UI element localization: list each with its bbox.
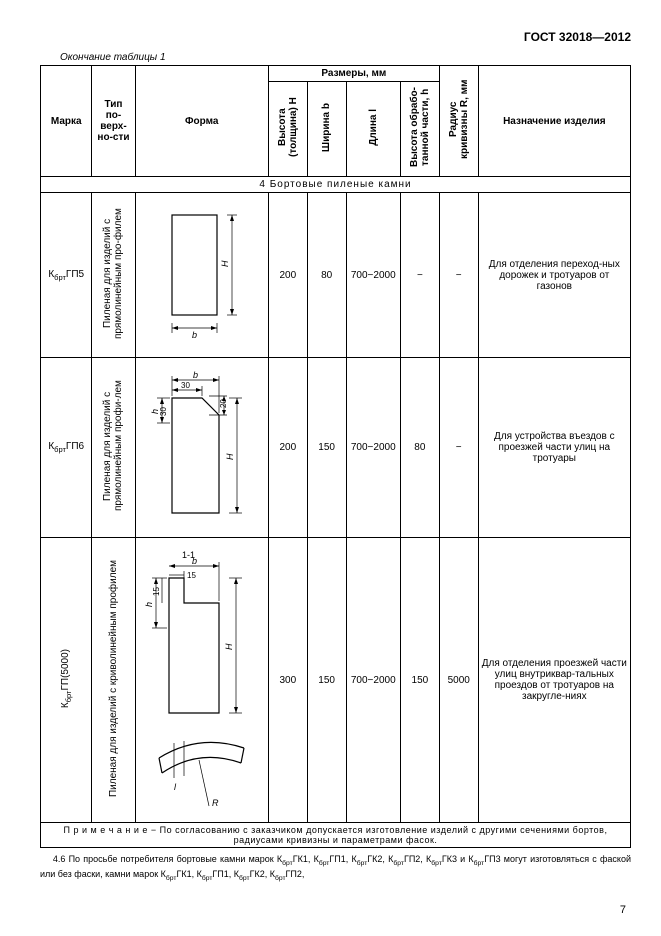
form-diagram: 1-1 b 15 xyxy=(135,538,268,823)
svg-text:15: 15 xyxy=(152,586,161,595)
col-forma: Форма xyxy=(185,116,218,127)
svg-text:20: 20 xyxy=(219,398,228,407)
worked-val: 150 xyxy=(400,538,439,823)
table-caption: Окончание таблицы 1 xyxy=(40,52,631,63)
section-row: 4 Бортовые пиленые камни xyxy=(41,177,631,193)
svg-text:H: H xyxy=(225,453,235,460)
section-title: 4 Бортовые пиленые камни xyxy=(41,177,631,193)
radius-val: 5000 xyxy=(439,538,478,823)
col-height: Высота (толщина) H xyxy=(277,85,299,170)
table-row: КбртГП6 Пиленая для изделий с прямолиней… xyxy=(41,358,631,538)
form-diagram: H b xyxy=(135,193,268,358)
purpose-val: Для отделения проезжей части улиц внутри… xyxy=(478,538,630,823)
header-row-1: Марка Тип по-верх-но-сти Форма Размеры, … xyxy=(41,66,631,82)
svg-text:b: b xyxy=(192,330,197,340)
col-radius: Радиус кривизны R, мм xyxy=(448,77,470,162)
form-diagram: b 30 20 xyxy=(135,358,268,538)
page-number: 7 xyxy=(620,904,626,916)
col-worked: Высота обрабо-танной части, h xyxy=(409,85,431,170)
purpose-val: Для отделения переход-ных дорожек и трот… xyxy=(478,193,630,358)
col-marka: Марка xyxy=(51,116,82,127)
svg-text:30: 30 xyxy=(181,381,190,390)
svg-text:H: H xyxy=(220,260,230,267)
worked-val: − xyxy=(400,193,439,358)
svg-text:l: l xyxy=(174,782,177,792)
length-val: 700−2000 xyxy=(346,193,400,358)
table-row: КбртГП(5000) Пиленая для изделий с криво… xyxy=(41,538,631,823)
marka-label: КбртГП(5000) xyxy=(60,649,73,708)
radius-val: − xyxy=(439,358,478,538)
surface-label: Пиленая для изделий с прямолинейным про-… xyxy=(102,196,124,351)
svg-text:R: R xyxy=(212,798,219,808)
height-val: 300 xyxy=(268,538,307,823)
footer-paragraph: 4.6 По просьбе потребителя бортовые камн… xyxy=(40,854,631,883)
height-val: 200 xyxy=(268,358,307,538)
length-val: 700−2000 xyxy=(346,538,400,823)
svg-text:b: b xyxy=(192,556,197,566)
length-val: 700−2000 xyxy=(346,358,400,538)
width-val: 150 xyxy=(307,538,346,823)
document-header: ГОСТ 32018—2012 xyxy=(40,30,631,44)
marka-label: КбртГП6 xyxy=(48,441,84,452)
purpose-val: Для устройства въездов с проезжей части … xyxy=(478,358,630,538)
marka-label: КбртГП5 xyxy=(48,269,84,280)
col-width: Ширина b xyxy=(321,103,332,152)
height-val: 200 xyxy=(268,193,307,358)
svg-text:H: H xyxy=(224,643,234,650)
note-text: П р и м е ч а н и е − По согласованию с … xyxy=(41,823,631,848)
table-row: КбртГП5 Пиленая для изделий с прямолиней… xyxy=(41,193,631,358)
worked-val: 80 xyxy=(400,358,439,538)
col-purpose: Назначение изделия xyxy=(503,116,606,127)
width-val: 80 xyxy=(307,193,346,358)
col-razmery: Размеры, мм xyxy=(321,68,386,79)
col-length: Длина l xyxy=(368,109,379,146)
col-surface: Тип по-верх-но-сти xyxy=(97,99,129,143)
surface-label: Пиленая для изделий с прямолинейным проф… xyxy=(102,361,124,531)
svg-text:b: b xyxy=(193,370,198,380)
svg-text:h: h xyxy=(144,601,154,606)
surface-label: Пиленая для изделий с криволинейным проф… xyxy=(108,560,119,797)
main-table: Марка Тип по-верх-но-сти Форма Размеры, … xyxy=(40,65,631,848)
svg-text:30: 30 xyxy=(159,406,168,415)
note-row: П р и м е ч а н и е − По согласованию с … xyxy=(41,823,631,848)
svg-text:15: 15 xyxy=(187,571,196,580)
width-val: 150 xyxy=(307,358,346,538)
radius-val: − xyxy=(439,193,478,358)
